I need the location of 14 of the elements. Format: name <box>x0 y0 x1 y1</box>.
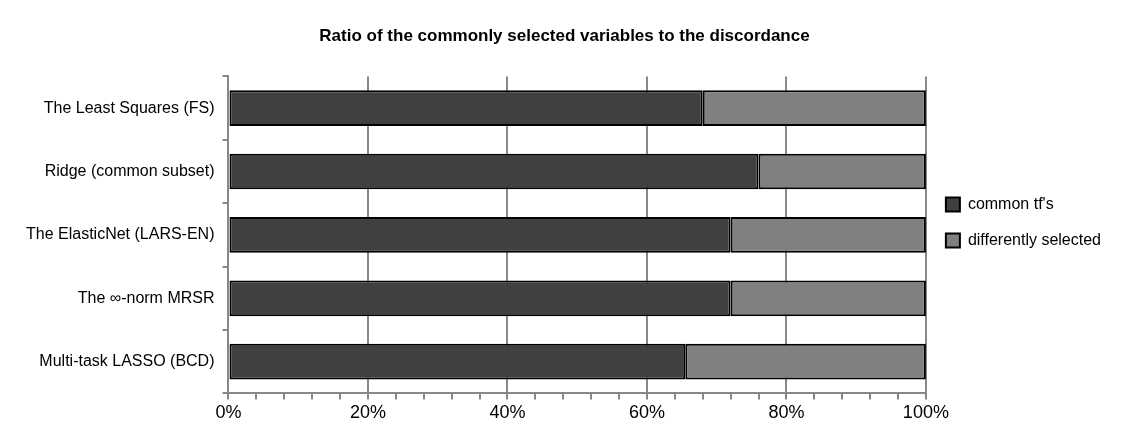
x-tick-label: 80% <box>768 402 805 423</box>
y-tick-label: Multi-task LASSO (BCD) <box>39 352 215 370</box>
x-tick-label: 60% <box>628 402 665 423</box>
legend-label: differently selected <box>967 230 1102 248</box>
y-tick-label: The ∞-norm MRSR <box>77 288 215 306</box>
chart-title: Ratio of the commonly selected variables to the discordance <box>319 25 810 45</box>
x-tick-label: 100% <box>902 402 949 423</box>
x-tick-label: 20% <box>349 402 386 423</box>
y-tick-label: The ElasticNet (LARS-EN) <box>25 225 215 243</box>
legend-label: common tf's <box>967 194 1054 212</box>
y-tick-label: The Least Squares (FS) <box>43 98 215 116</box>
y-tick-label: Ridge (common subset) <box>44 161 215 179</box>
x-tick-label: 40% <box>489 402 526 423</box>
x-tick-label: 0% <box>215 402 242 423</box>
